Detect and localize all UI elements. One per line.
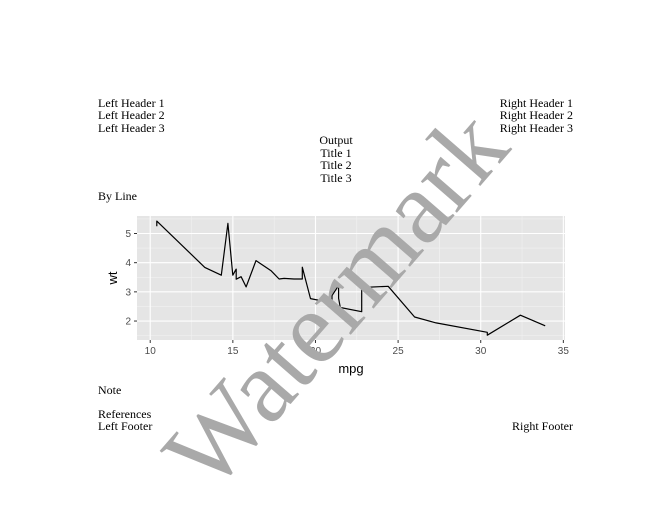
right-header-1: Right Header 1 [499,96,573,110]
left-footer: Left Footer [98,419,153,433]
left-header-2: Left Header 2 [98,108,165,122]
y-tick-label: 3 [125,287,131,298]
grid-minor [137,216,565,340]
right-header-3: Right Header 3 [499,121,573,135]
x-tick-label: 20 [310,346,322,357]
y-tick-label: 2 [125,317,131,328]
y-tick-label: 4 [125,258,131,269]
y-tick-label: 5 [125,229,131,240]
title-3: Title 3 [320,171,352,185]
x-tick-label: 35 [558,346,570,357]
references: References [98,407,152,421]
right-header-2: Right Header 2 [499,108,573,122]
x-tick-label: 10 [145,346,157,357]
left-header-3: Left Header 3 [98,121,165,135]
right-footer: Right Footer [511,419,573,433]
series [156,220,546,336]
by-line: By Line [98,189,137,203]
x-tick-label: 30 [475,346,487,357]
title-output: Output [319,133,353,147]
y-axis-label: wt [105,271,120,285]
series-line [156,220,546,336]
plot-panel [137,216,565,340]
grid-major [137,216,565,340]
title-1: Title 1 [320,146,352,160]
x-tick-label: 15 [227,346,239,357]
axis-tick-labels: 10 15 20 25 30 35 2 3 4 5 [125,229,569,357]
left-header-1: Left Header 1 [98,96,165,110]
axis-ticks [134,233,564,343]
x-axis-label: mpg [338,361,363,376]
x-tick-label: 25 [393,346,405,357]
note: Note [98,383,122,397]
title-2: Title 2 [320,158,352,172]
